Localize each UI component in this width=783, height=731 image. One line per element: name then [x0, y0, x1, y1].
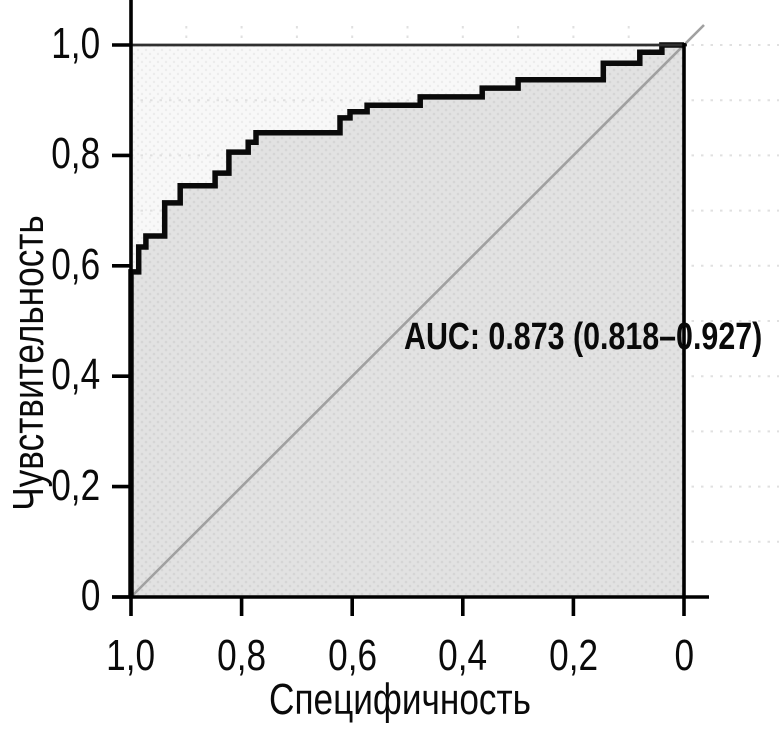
x-tick-label: 0,2 — [548, 631, 598, 680]
x-tick-label: 0,4 — [438, 631, 488, 680]
y-tick-label: 0,8 — [51, 129, 100, 179]
roc-curve-line — [128, 42, 684, 597]
y-tick-label: 0 — [80, 571, 100, 621]
tick-marks — [112, 43, 686, 616]
y-axis-title: Чувствительность — [4, 178, 53, 547]
y-tick-label: 0,2 — [51, 460, 100, 510]
y-tick-label: 0,4 — [51, 350, 100, 400]
vertical-gridline-stubs — [185, 26, 630, 38]
reference-diagonal-line — [130, 24, 705, 598]
auc-annotation: AUC: 0.873 (0.818–0.927) — [404, 316, 783, 359]
x-tick-label: 0,8 — [217, 631, 267, 680]
x-tick-label: 1,0 — [106, 631, 156, 680]
x-axis-title-text: Специфичность — [269, 675, 531, 724]
x-axis-title: Специфичность — [236, 678, 563, 722]
y-tick-label: 1,0 — [51, 19, 100, 69]
x-tick-label: 0 — [674, 631, 694, 680]
auc-annotation-text: AUC: 0.873 (0.818–0.927) — [404, 316, 763, 358]
x-tick-label: 0,6 — [327, 631, 377, 680]
y-axis-title-text: Чувствительность — [4, 215, 53, 511]
y-tick-label: 0,6 — [51, 239, 100, 289]
